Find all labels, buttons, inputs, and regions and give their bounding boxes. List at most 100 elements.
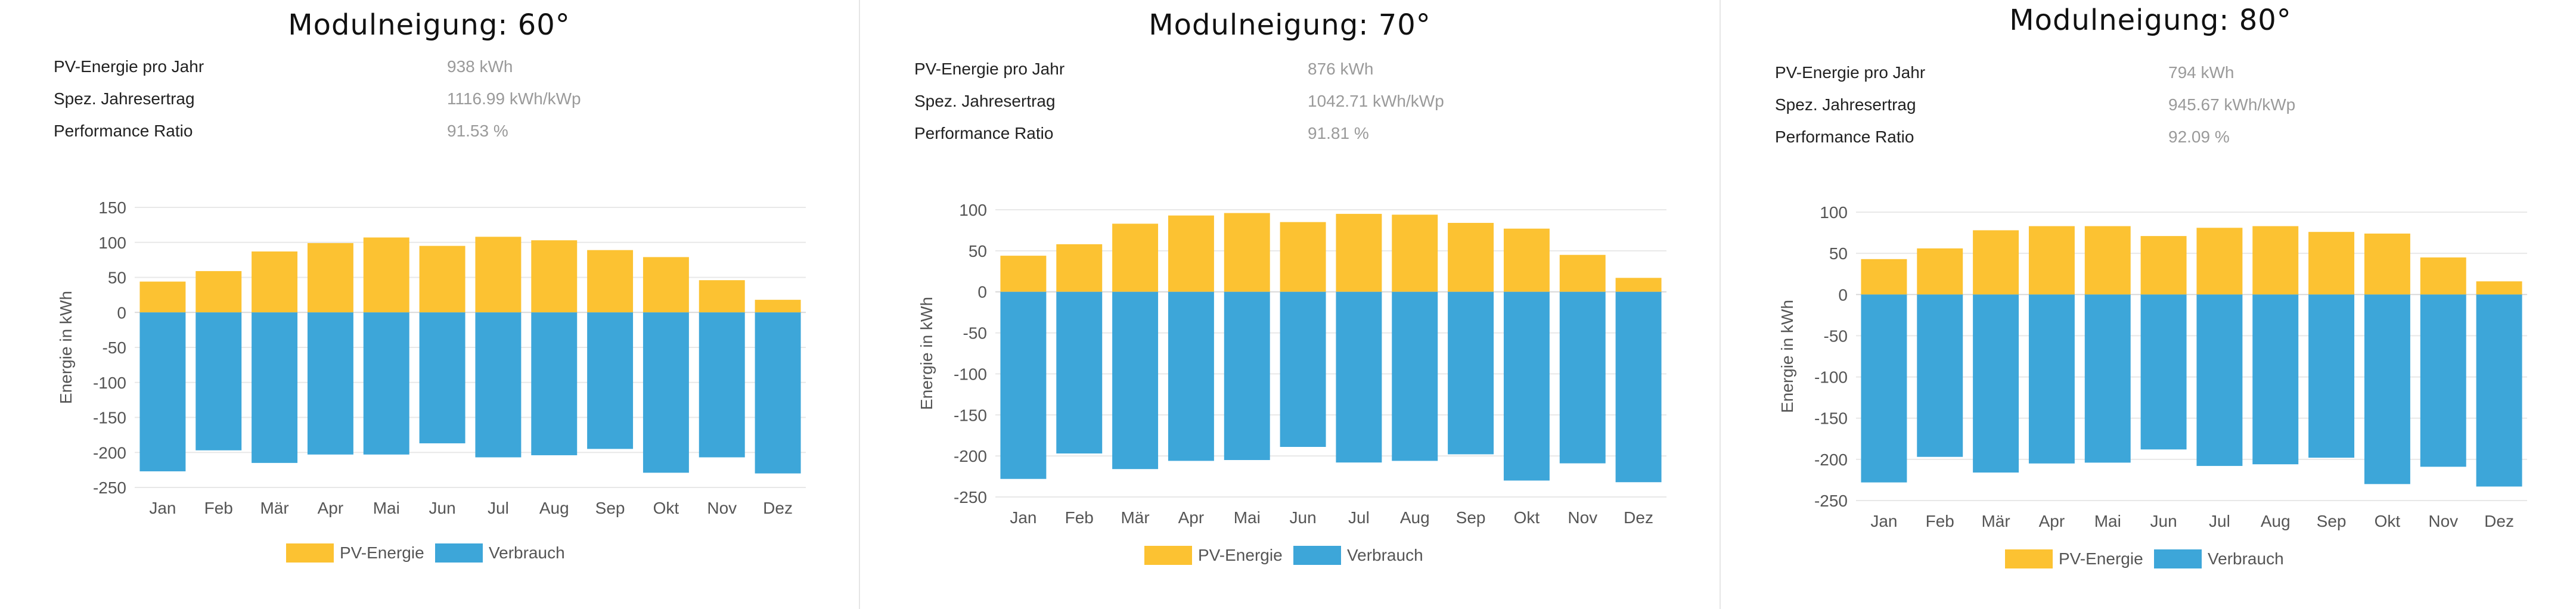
stat-value: 794 kWh [2168, 63, 2234, 82]
y-tick-label: -100 [1814, 368, 1848, 387]
x-tick-label: Aug [1400, 508, 1430, 527]
x-tick-label: Mär [1121, 508, 1149, 527]
bar-verbrauch [1615, 291, 1662, 483]
x-tick-label: Jan [1010, 508, 1036, 527]
y-tick-label: 50 [1829, 244, 1848, 263]
x-tick-label: Nov [2428, 512, 2458, 530]
stat-label: Spez. Jahresertrag [54, 89, 195, 108]
x-tick-label: Jan [149, 499, 176, 517]
panel-divider [1720, 0, 1721, 609]
x-tick-label: Jul [1348, 508, 1370, 527]
bar-pv-energie [2364, 233, 2410, 295]
bar-pv-energie [1168, 215, 1214, 292]
panel-divider [859, 0, 860, 609]
bar-verbrauch [755, 312, 801, 474]
chart-legend: PV-Energie Verbrauch [2005, 547, 2303, 571]
legend-swatch-consumption [1293, 546, 1341, 565]
x-tick-label: Mai [1234, 508, 1261, 527]
bar-verbrauch [1973, 294, 2019, 473]
stat-value: 91.53 % [447, 122, 508, 140]
x-tick-label: Apr [2039, 512, 2065, 530]
y-tick-label: -50 [963, 324, 987, 343]
bar-pv-energie [2252, 226, 2299, 295]
panel-title: Modulneigung: 80° [2009, 4, 2292, 37]
y-tick-label: 150 [98, 198, 126, 217]
stat-label: Performance Ratio [914, 124, 1054, 142]
stat-row-pv-energy: PV-Energie pro Jahr 794 kWh [1775, 63, 2550, 95]
bar-pv-energie [587, 250, 634, 313]
y-axis-label: Energie in kWh [917, 297, 936, 410]
bar-verbrauch [252, 312, 298, 463]
legend-label: Verbrauch [489, 543, 565, 562]
y-tick-label: -150 [93, 409, 126, 427]
legend-label: PV-Energie [2059, 549, 2143, 568]
y-tick-label: -250 [954, 488, 987, 507]
x-tick-label: Mär [260, 499, 288, 517]
bar-pv-energie [1503, 228, 1550, 292]
bar-verbrauch [1917, 294, 1963, 457]
panel-title: Modulneigung: 60° [288, 8, 570, 42]
bar-verbrauch [1559, 291, 1606, 464]
legend-swatch-pv [286, 543, 334, 563]
legend-label: Verbrauch [2208, 549, 2284, 568]
bar-pv-energie [1056, 244, 1103, 292]
x-tick-label: Apr [1178, 508, 1205, 527]
bar-verbrauch [2084, 294, 2131, 463]
y-tick-label: 0 [1838, 285, 1848, 304]
stat-value: 945.67 kWh/kWp [2168, 95, 2296, 114]
x-tick-label: Jul [2209, 512, 2230, 530]
bar-verbrauch [1392, 291, 1438, 461]
x-tick-label: Jun [1290, 508, 1317, 527]
y-tick-label: -150 [1814, 409, 1848, 428]
bar-pv-energie [755, 300, 801, 313]
stat-row-specific-yield: Spez. Jahresertrag 1042.71 kWh/kWp [914, 92, 1689, 124]
y-tick-label: -200 [954, 447, 987, 465]
bar-verbrauch [1448, 291, 1494, 455]
x-tick-label: Mär [1981, 512, 2010, 530]
legend-swatch-pv [1144, 546, 1192, 565]
stat-value: 91.81 % [1308, 124, 1369, 142]
bar-pv-energie [2140, 236, 2187, 295]
stat-label: Performance Ratio [1775, 128, 1914, 146]
bar-pv-energie [475, 237, 522, 313]
y-tick-label: 0 [977, 283, 987, 302]
bar-verbrauch [2476, 294, 2522, 487]
bar-chart: 100 50 0 -50 -100 -150 -200 -250 Energie in kWh J… [917, 201, 1666, 527]
x-tick-label: Okt [1514, 508, 1540, 527]
bar-verbrauch [1336, 291, 1382, 463]
chart-panel-80: Modulneigung: 80° PV-Energie pro Jahr 79… [1721, 0, 2576, 609]
x-tick-label: Mai [2094, 512, 2121, 530]
bar-verbrauch [2420, 294, 2466, 467]
x-tick-label: Apr [318, 499, 344, 517]
stat-label: PV-Energie pro Jahr [914, 60, 1065, 78]
bar-pv-energie [2084, 226, 2131, 295]
bar-verbrauch [1280, 291, 1326, 447]
x-tick-label: Feb [204, 499, 233, 517]
bar-verbrauch [363, 312, 409, 455]
bar-verbrauch [139, 312, 186, 471]
legend-label: Verbrauch [1347, 546, 1423, 564]
bar-verbrauch [1000, 291, 1047, 479]
stat-label: PV-Energie pro Jahr [1775, 63, 1926, 82]
bar-chart: 100 50 0 -50 -100 -150 -200 -250 Energie in kWh J… [1778, 203, 2527, 530]
bar-verbrauch [2140, 294, 2187, 450]
stat-row-performance-ratio: Performance Ratio 91.81 % [914, 124, 1689, 156]
stat-value: 1042.71 kWh/kWp [1308, 92, 1444, 110]
bar-verbrauch [1056, 291, 1103, 454]
y-axis-label: Energie in kWh [1778, 300, 1796, 413]
stat-row-specific-yield: Spez. Jahresertrag 945.67 kWh/kWp [1775, 95, 2550, 128]
bar-pv-energie [2308, 232, 2355, 295]
bar-pv-energie [2476, 281, 2522, 295]
bar-pv-energie [307, 243, 353, 313]
x-tick-label: Nov [1568, 508, 1597, 527]
y-tick-label: 50 [108, 269, 126, 287]
bar-verbrauch [643, 312, 689, 473]
x-tick-label: Dez [2484, 512, 2514, 530]
x-tick-label: Aug [539, 499, 569, 517]
bar-pv-energie [2196, 228, 2243, 295]
x-tick-label: Feb [1926, 512, 1954, 530]
legend-swatch-pv [2005, 549, 2053, 568]
bar-verbrauch [1112, 291, 1159, 470]
stat-label: Spez. Jahresertrag [914, 92, 1056, 110]
y-tick-label: -150 [954, 406, 987, 424]
